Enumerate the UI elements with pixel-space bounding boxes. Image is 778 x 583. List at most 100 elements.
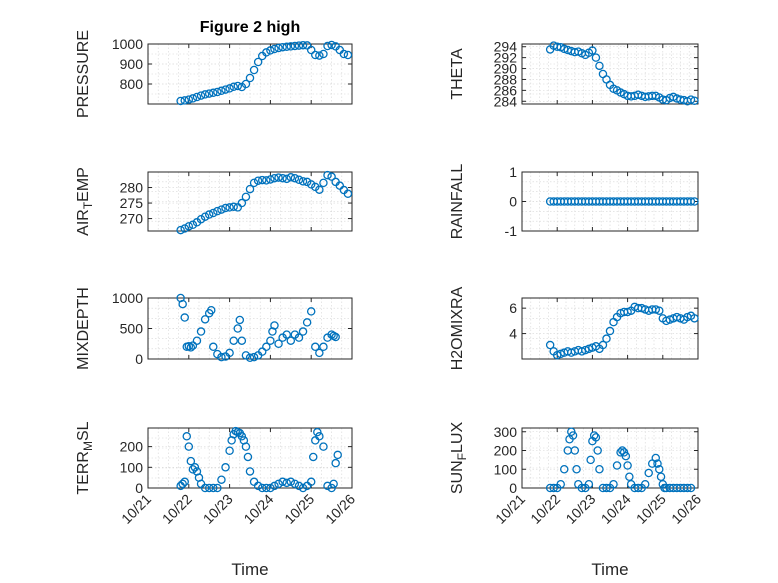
data-point xyxy=(200,212,210,221)
series-terr-msl xyxy=(176,426,342,493)
data-point xyxy=(290,173,300,183)
data-point xyxy=(270,481,279,491)
data-point xyxy=(278,173,287,183)
axes-h2omixra: 4 6 H2OMIXRA xyxy=(449,286,699,370)
data-point xyxy=(633,483,643,493)
data-point xyxy=(249,65,259,75)
data-point xyxy=(333,450,342,460)
data-point xyxy=(225,84,234,93)
axes-frame xyxy=(521,43,699,105)
axes-frame xyxy=(147,297,353,360)
y-tick-label: 288 xyxy=(494,71,518,87)
data-point xyxy=(200,90,210,99)
axes-sun-flux: 0 100 200 300 10/21 10/22 10/23 10/24 10/25 10/26… xyxy=(449,422,704,579)
y-tick-label: 100 xyxy=(494,461,518,477)
data-point xyxy=(221,463,230,472)
y-tick-label: 294 xyxy=(494,39,518,55)
data-point xyxy=(209,88,218,98)
data-point xyxy=(315,348,324,358)
data-point xyxy=(572,464,581,474)
x-tick-label: 10/25 xyxy=(633,491,669,527)
axes-rainfall: -1 0 1 RAINFALL xyxy=(449,164,699,239)
data-point xyxy=(253,57,263,67)
data-point xyxy=(257,483,267,493)
x-tick-label: 10/26 xyxy=(668,491,704,527)
data-point xyxy=(241,79,251,89)
data-point xyxy=(302,318,312,327)
axes-frame xyxy=(147,43,353,105)
data-point xyxy=(298,177,308,186)
data-point xyxy=(213,87,222,97)
data-point xyxy=(176,225,185,235)
data-point xyxy=(241,192,251,202)
data-point xyxy=(609,479,618,489)
data-point xyxy=(237,198,247,208)
data-point xyxy=(593,446,602,455)
grid xyxy=(521,428,699,489)
x-tick-label: 10/25 xyxy=(281,491,317,527)
data-point xyxy=(184,442,194,451)
data-point xyxy=(306,307,316,316)
y-axis-label: MIXDEPTH xyxy=(75,287,92,370)
data-point xyxy=(262,48,271,57)
y-tick-label: 4 xyxy=(509,326,517,342)
series-sun-flux xyxy=(545,427,696,493)
data-point xyxy=(290,479,300,489)
data-point xyxy=(311,50,320,60)
data-point xyxy=(595,464,604,474)
data-point xyxy=(294,481,304,491)
data-point xyxy=(204,483,214,493)
axes-frame xyxy=(521,297,699,360)
data-point xyxy=(266,336,275,345)
data-point xyxy=(178,479,187,489)
data-point xyxy=(339,49,349,59)
data-point xyxy=(262,483,271,493)
data-point xyxy=(282,330,291,339)
data-point xyxy=(245,353,255,363)
series-h2omixra xyxy=(545,302,699,360)
data-point xyxy=(311,342,320,352)
data-point xyxy=(577,483,587,493)
data-point xyxy=(192,336,202,345)
data-point xyxy=(651,453,661,463)
data-point xyxy=(690,96,699,105)
data-point xyxy=(315,51,324,60)
data-point xyxy=(653,459,662,468)
series-rainfall xyxy=(545,197,699,206)
data-point xyxy=(186,456,196,466)
data-point xyxy=(243,452,253,462)
data-point xyxy=(655,306,664,315)
y-axis-label: TERRMSL xyxy=(75,421,95,494)
y-tick-label: 500 xyxy=(120,321,144,337)
data-point xyxy=(221,203,230,213)
data-point xyxy=(591,433,601,442)
data-point xyxy=(213,483,222,493)
data-point xyxy=(262,176,271,185)
axes-frame xyxy=(147,171,353,232)
data-point xyxy=(591,53,601,62)
data-point xyxy=(209,483,218,493)
data-point xyxy=(180,477,189,487)
data-point xyxy=(270,44,279,54)
data-point xyxy=(315,185,324,194)
axes-terr-msl: 0 100 200 10/21 10/22 10/23 10/24 10/25 10/26 TER… xyxy=(75,421,358,579)
y-tick-label: 100 xyxy=(120,459,144,475)
data-point xyxy=(282,478,291,488)
axes-mixdepth: 0 500 1000 MIXDEPTH xyxy=(75,287,353,370)
data-point xyxy=(625,472,634,481)
data-point xyxy=(623,461,632,470)
x-tick-label: 10/24 xyxy=(598,491,634,527)
data-point xyxy=(549,483,558,493)
data-point xyxy=(690,197,699,206)
data-point xyxy=(221,85,230,94)
data-point xyxy=(266,483,275,493)
data-point xyxy=(655,464,664,474)
data-point xyxy=(686,95,696,104)
y-tick-label: 200 xyxy=(120,439,144,455)
data-point xyxy=(286,42,296,51)
data-point xyxy=(188,465,198,474)
data-point xyxy=(602,483,611,493)
data-point xyxy=(184,95,194,104)
data-point xyxy=(286,477,296,487)
